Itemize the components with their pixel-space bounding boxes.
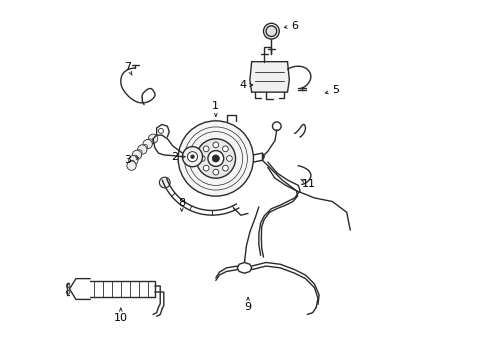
Circle shape [142, 139, 152, 149]
Polygon shape [249, 62, 289, 92]
Circle shape [182, 147, 202, 167]
Circle shape [137, 145, 147, 154]
Circle shape [159, 177, 170, 188]
Text: 11: 11 [302, 179, 315, 189]
Circle shape [187, 152, 197, 162]
Circle shape [132, 150, 142, 159]
Circle shape [130, 161, 135, 166]
Text: 5: 5 [332, 85, 339, 95]
Text: 8: 8 [178, 198, 185, 208]
Circle shape [226, 156, 232, 161]
Circle shape [196, 139, 235, 178]
Circle shape [222, 146, 228, 152]
Circle shape [203, 146, 208, 152]
Text: 7: 7 [124, 62, 131, 72]
Text: 2: 2 [171, 152, 178, 162]
Circle shape [132, 155, 137, 160]
Circle shape [148, 134, 158, 143]
Circle shape [137, 150, 142, 155]
Text: 3: 3 [124, 155, 131, 165]
Circle shape [158, 129, 163, 134]
Circle shape [203, 165, 208, 171]
Text: 9: 9 [244, 302, 251, 312]
Circle shape [212, 155, 219, 162]
Circle shape [190, 155, 194, 158]
Circle shape [128, 156, 138, 165]
Circle shape [142, 144, 147, 149]
Circle shape [126, 161, 136, 170]
Circle shape [207, 150, 223, 166]
Text: 1: 1 [212, 102, 219, 112]
Circle shape [199, 156, 204, 161]
Text: 10: 10 [114, 313, 127, 323]
Circle shape [147, 139, 153, 144]
Circle shape [222, 165, 228, 171]
Text: 6: 6 [291, 21, 298, 31]
Circle shape [265, 26, 276, 37]
Circle shape [178, 121, 253, 196]
Text: 4: 4 [239, 80, 246, 90]
Circle shape [212, 142, 218, 148]
Circle shape [212, 169, 218, 175]
